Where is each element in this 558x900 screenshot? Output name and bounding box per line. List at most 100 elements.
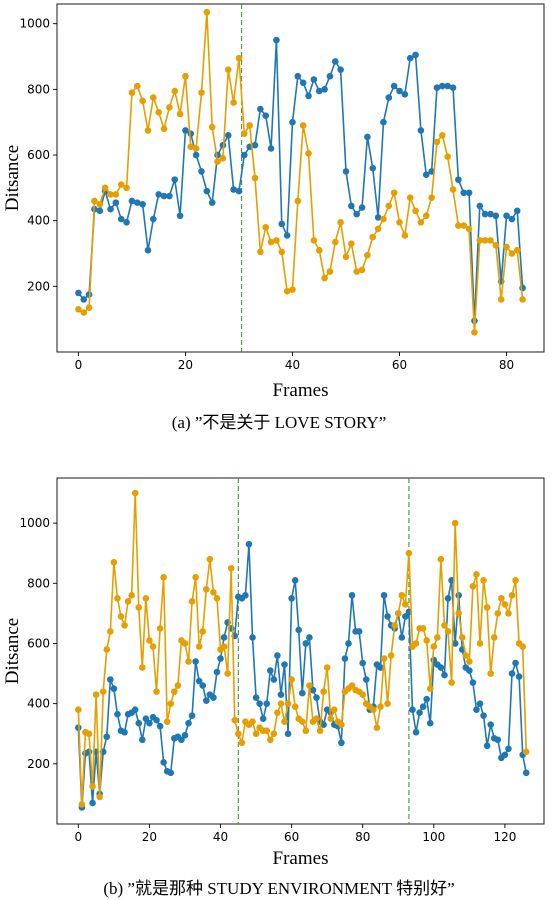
data-point-series-1 (364, 133, 371, 141)
data-point-series-2 (487, 237, 494, 244)
data-point-series-1 (494, 736, 502, 744)
data-point-series-2 (274, 709, 281, 716)
data-point-series-1 (353, 210, 360, 218)
data-point-series-1 (396, 87, 403, 95)
data-point-series-1 (465, 189, 473, 197)
data-point-series-1 (160, 759, 167, 766)
data-point-series-1 (251, 141, 259, 149)
data-point-series-2 (490, 634, 498, 641)
data-point-series-2 (203, 586, 210, 593)
data-point-series-1 (217, 655, 224, 662)
data-point-series-1 (153, 716, 160, 724)
data-point-series-2 (348, 682, 356, 689)
data-point-series-2 (384, 700, 391, 707)
data-point-series-1 (242, 592, 249, 599)
data-point-series-2 (214, 158, 221, 165)
data-point-series-1 (294, 72, 302, 80)
data-point-series-1 (409, 706, 416, 713)
data-point-series-1 (385, 94, 393, 101)
data-point-series-1 (267, 145, 275, 152)
data-point-series-1 (519, 284, 526, 292)
data-point-series-2 (449, 186, 457, 193)
data-point-series-2 (195, 643, 203, 650)
data-point-series-2 (494, 610, 502, 617)
data-point-series-1 (508, 215, 516, 223)
data-point-series-1 (107, 205, 114, 213)
data-point-series-2 (110, 558, 118, 566)
data-point-series-2 (428, 194, 435, 201)
data-point-series-2 (206, 555, 214, 563)
data-point-series-2 (342, 253, 350, 261)
data-point-series-1 (257, 105, 264, 113)
x-tick-label: 80 (355, 830, 370, 844)
data-point-series-1 (406, 54, 414, 62)
data-point-series-2 (480, 577, 487, 584)
data-point-series-1 (419, 703, 427, 710)
data-point-series-1 (309, 686, 317, 694)
data-point-series-2 (176, 110, 184, 118)
data-point-series-2 (123, 184, 130, 192)
data-point-series-2 (380, 655, 388, 662)
data-point-series-2 (426, 685, 434, 692)
data-point-series-2 (417, 219, 425, 226)
data-point-series-2 (85, 730, 93, 738)
data-point-series-1 (326, 72, 334, 80)
data-point-series-2 (359, 691, 367, 698)
data-point-series-2 (171, 87, 179, 95)
data-point-series-1 (210, 694, 217, 701)
data-point-series-1 (345, 640, 352, 647)
data-point-series-2 (422, 212, 430, 220)
data-point-series-2 (238, 739, 246, 747)
data-point-series-1 (487, 210, 494, 218)
data-point-series-1 (384, 613, 391, 620)
data-point-series-1 (348, 202, 355, 210)
data-point-series-1 (310, 76, 318, 83)
data-point-series-2 (348, 240, 355, 247)
data-point-series-1 (192, 658, 199, 665)
data-point-series-2 (473, 570, 480, 578)
data-point-series-2 (377, 703, 384, 710)
data-point-series-2 (128, 592, 135, 599)
data-point-series-2 (150, 94, 157, 101)
data-point-series-1 (476, 202, 484, 210)
data-point-series-2 (246, 122, 253, 129)
data-point-series-2 (187, 143, 195, 151)
data-point-series-2 (156, 625, 164, 632)
data-point-series-2 (231, 716, 239, 724)
data-point-series-1 (398, 634, 406, 641)
x-tick-label: 120 (493, 830, 516, 844)
data-point-series-1 (487, 721, 494, 729)
data-point-series-2 (210, 589, 217, 596)
data-point-series-2 (505, 610, 512, 617)
data-point-series-2 (412, 640, 420, 647)
data-point-series-1 (89, 799, 96, 807)
data-point-series-1 (313, 694, 320, 701)
data-point-series-2 (234, 730, 242, 738)
x-tick-label: 100 (422, 830, 445, 844)
data-point-series-1 (359, 659, 367, 667)
data-point-series-1 (192, 151, 200, 159)
data-point-series-1 (146, 719, 153, 727)
data-point-series-2 (358, 266, 366, 274)
data-point-series-1 (198, 168, 205, 175)
y-tick-label: 800 (27, 82, 50, 96)
data-point-series-2 (252, 730, 260, 738)
data-point-series-1 (85, 748, 93, 756)
data-point-series-2 (92, 691, 100, 698)
data-point-series-1 (117, 215, 125, 223)
data-point-series-2 (396, 219, 403, 226)
data-point-series-1 (417, 127, 425, 134)
y-tick-label: 400 (27, 214, 50, 228)
data-point-series-2 (487, 670, 494, 677)
data-point-series-2 (192, 145, 200, 152)
data-point-series-2 (99, 688, 107, 695)
data-point-series-1 (298, 689, 306, 697)
x-tick-label: 0 (75, 358, 83, 372)
data-point-series-2 (331, 238, 339, 246)
data-point-series-2 (267, 238, 275, 246)
data-point-series-1 (128, 197, 136, 205)
data-point-series-2 (405, 549, 413, 557)
data-point-series-2 (107, 191, 114, 198)
data-point-series-2 (476, 640, 484, 647)
data-point-series-1 (288, 595, 295, 602)
